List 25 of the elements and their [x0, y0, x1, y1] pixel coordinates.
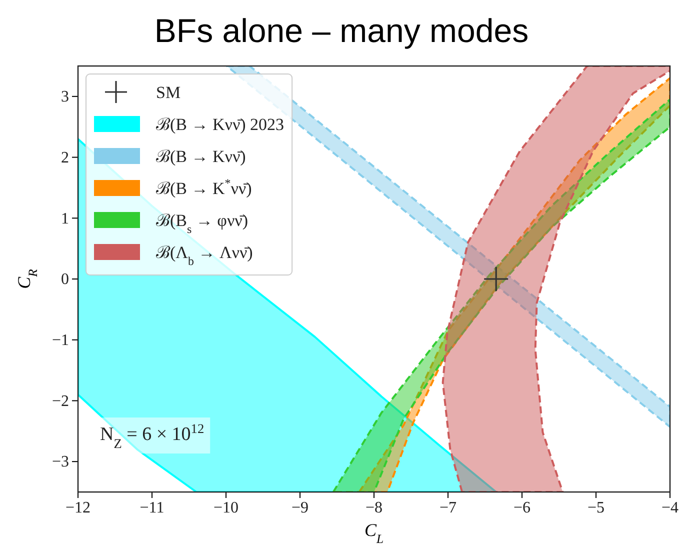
- y-tick-label: 1: [61, 210, 69, 228]
- y-tick-label: −1: [52, 332, 69, 349]
- legend-label: ℬ(B → Kνν̄) 2023: [156, 115, 284, 134]
- y-tick-label: 0: [61, 271, 69, 288]
- legend-label: SM: [156, 83, 181, 102]
- y-tick-label: −3: [52, 454, 69, 471]
- x-tick-label: −11: [140, 499, 164, 516]
- legend-label: ℬ(Λ$_{b}$ → Λνν̄): [156, 243, 253, 268]
- x-tick-label: −10: [213, 499, 239, 516]
- legend-label: ℬ(B → K$^{*}$νν̄): [156, 176, 252, 198]
- chart-title: BFs alone – many modes: [154, 12, 529, 49]
- x-tick-label: −9: [291, 499, 309, 516]
- legend-label: ℬ(B → Kνν̄): [156, 147, 246, 166]
- x-axis-title: C$_{L}$: [364, 520, 384, 546]
- annotation: N$_{Z}$ = 6 × 10$^{12}$: [100, 420, 204, 450]
- x-tick-label: −6: [513, 499, 531, 516]
- x-tick-label: −12: [65, 499, 91, 516]
- y-tick-label: 3: [61, 88, 69, 106]
- y-tick-label: 2: [61, 149, 69, 166]
- y-tick-label: −2: [52, 392, 69, 410]
- x-tick-label: −7: [439, 499, 457, 516]
- x-tick-label: −8: [365, 499, 383, 516]
- legend-label: ℬ(B$_{s}$ → φνν̄): [156, 211, 248, 236]
- x-tick-label: −4: [661, 499, 679, 516]
- x-tick-label: −5: [587, 499, 605, 516]
